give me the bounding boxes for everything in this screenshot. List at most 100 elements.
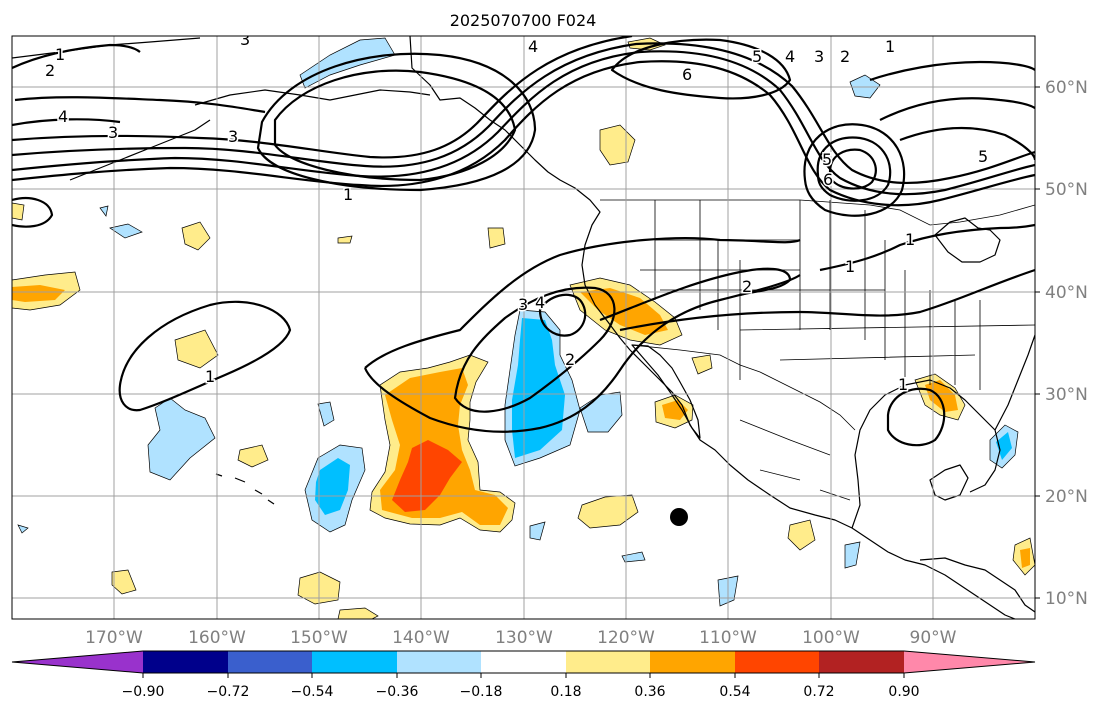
positive-blob-9 — [787, 519, 816, 551]
north-america-west-coast — [409, 36, 1016, 619]
moderate-negative-anomaly-150w — [315, 458, 350, 515]
contour-lines — [12, 36, 1035, 447]
positive-blob-11 — [12, 202, 25, 221]
contour-east-canada — [899, 126, 1035, 161]
positive-blob-8 — [691, 354, 713, 375]
contour-label: 6 — [682, 65, 692, 84]
colorbar-extend-high — [904, 651, 1035, 673]
contour-label: 5 — [752, 47, 762, 66]
moderate-negative-anomaly-florida — [996, 432, 1012, 460]
contour-label: 1 — [898, 375, 908, 394]
colorbar-swatch — [650, 651, 735, 673]
contour-jet-1 — [12, 60, 1035, 207]
contour-east-ridge — [879, 97, 1035, 121]
latitude-labels: 60°N 50°N 40°N 30°N 20°N 10°N — [1045, 78, 1088, 609]
gulf-of-mexico-coast — [851, 379, 1001, 529]
contour-jet-4 — [12, 36, 633, 159]
positive-blob-10 — [337, 607, 379, 619]
contour-label: 5 — [822, 150, 832, 169]
political-borders — [600, 199, 1035, 501]
contour-label: 1 — [905, 230, 915, 249]
contour-label: 3 — [240, 30, 250, 49]
contour-label: 6 — [823, 170, 833, 189]
lat-label-50n: 50°N — [1045, 180, 1088, 200]
axis-ticks — [1035, 86, 1040, 599]
moderate-anomaly-caribbean — [1020, 548, 1030, 568]
lon-label-110w: 110°W — [699, 628, 757, 648]
negative-blob-4 — [621, 551, 646, 563]
contour-label: 2 — [840, 47, 850, 66]
negative-blob-1 — [109, 223, 143, 239]
lon-label-150w: 150°W — [290, 628, 348, 648]
moderate-negative-anomaly-130w — [512, 318, 565, 458]
shaded-anomaly-fields — [12, 37, 1035, 619]
contour-label: 5 — [978, 147, 988, 166]
colorbar-swatch — [819, 651, 904, 673]
lat-label-60n: 60°N — [1045, 78, 1088, 98]
colorbar-swatch — [397, 651, 481, 673]
contour-label: 4 — [535, 293, 545, 312]
us-canada-border — [600, 199, 1035, 226]
contour-northwest-1 — [12, 43, 141, 69]
contour-west-pacific-closed — [118, 300, 292, 412]
lon-label-160w: 160°W — [188, 628, 246, 648]
negative-blob-2 — [317, 401, 335, 427]
lon-label-90w: 90°W — [910, 628, 957, 648]
positive-blob-3 — [237, 444, 269, 468]
positive-blob-6 — [487, 227, 506, 249]
contour-label: 3 — [228, 127, 238, 146]
east-coast — [994, 334, 1035, 431]
colorbar-tick-label: 0.54 — [719, 684, 750, 700]
colorbar: −0.90 −0.72 −0.54 −0.36 −0.18 0.18 0.36 … — [11, 650, 1036, 700]
colorbar-swatch — [735, 651, 819, 673]
moderate-anomaly-west-edge — [12, 285, 65, 302]
positive-blob-7 — [337, 235, 353, 244]
contour-label: 3 — [518, 295, 528, 314]
colorbar-tick-label: −0.18 — [460, 684, 503, 700]
negative-blob-3 — [529, 521, 546, 541]
colorbar-tick-label: −0.36 — [376, 684, 419, 700]
contour-label: 3 — [108, 123, 118, 142]
contour-label: 2 — [45, 61, 55, 80]
contour-jet-5 — [14, 96, 266, 114]
lon-label-140w: 140°W — [392, 628, 450, 648]
colorbar-swatch — [481, 651, 566, 673]
contour-california-low-outer — [364, 237, 801, 369]
negative-blob-8 — [99, 205, 109, 217]
contour-label: 2 — [565, 350, 575, 369]
lat-label-10n: 10°N — [1045, 589, 1088, 609]
strong-anomaly-central-pacific — [392, 440, 462, 512]
great-lakes — [934, 217, 1001, 263]
contour-label: 1 — [55, 45, 65, 64]
lon-label-170w: 170°W — [85, 628, 143, 648]
colorbar-tick-label: 0.18 — [550, 684, 581, 700]
contour-label: 1 — [205, 367, 215, 386]
positive-blob-5 — [111, 569, 137, 595]
baja-california — [631, 344, 701, 439]
colorbar-tick-label: 0.36 — [634, 684, 665, 700]
colorbar-tick-label: 0.90 — [888, 684, 919, 700]
lat-label-30n: 30°N — [1045, 385, 1088, 405]
central-america — [919, 557, 1035, 613]
lat-label-20n: 20°N — [1045, 487, 1088, 507]
positive-blob-1 — [181, 221, 211, 251]
colorbar-extend-low — [12, 651, 143, 673]
map-frame — [11, 35, 1036, 620]
contour-northeast — [869, 60, 1035, 82]
contour-closed-low-inner — [828, 148, 877, 190]
colorbar-tick-label: −0.72 — [207, 684, 250, 700]
contour-closed-low-outer — [803, 123, 906, 217]
contour-label: 1 — [343, 185, 353, 204]
contour-southwest-us — [599, 267, 792, 322]
contour-north-ridge — [610, 38, 792, 100]
contour-gulf-low — [886, 387, 946, 447]
hawaii-islands — [215, 473, 275, 505]
negative-blob-6 — [844, 541, 861, 569]
mexico-internal-borders — [739, 419, 851, 501]
longitude-labels: 170°W 160°W 150°W 140°W 130°W 120°W 110°… — [85, 628, 957, 648]
negative-blob-7 — [17, 524, 29, 534]
contour-california-low-inner — [538, 293, 587, 337]
colorbar-swatch — [312, 651, 397, 673]
colorbar-swatch — [143, 651, 228, 673]
